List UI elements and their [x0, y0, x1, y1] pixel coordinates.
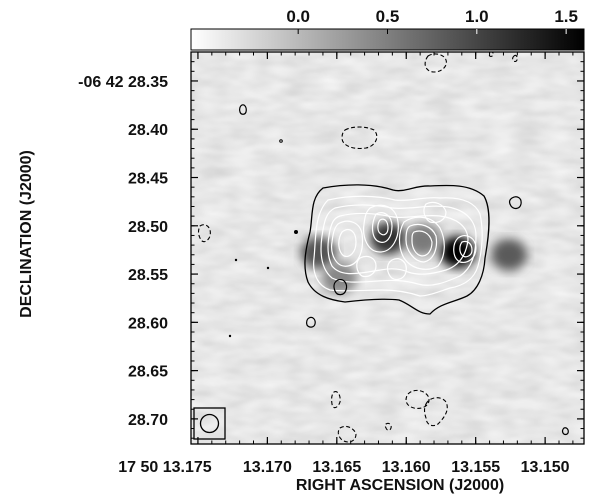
contour-white-3 — [327, 212, 469, 275]
y-tick-label-1: 28.40 — [128, 122, 168, 139]
colorbar-tick-label-2: 1.0 — [465, 7, 489, 26]
contour-small-4 — [333, 279, 348, 296]
contour-white-8 — [377, 218, 389, 236]
contour-negative-3 — [197, 224, 211, 243]
contour-dot-2 — [279, 139, 283, 143]
contour-white-1 — [313, 195, 483, 297]
contour-dot-5 — [228, 334, 232, 338]
colorbar-tick-label-3: 1.5 — [554, 7, 578, 26]
x-axis-label: RIGHT ASCENSION (J2000) — [296, 477, 504, 494]
contour-outer-black — [304, 184, 490, 315]
contour-dot-4 — [266, 266, 270, 270]
contour-small-5 — [561, 427, 569, 436]
y-axis-label: DECLINATION (J2000) — [18, 150, 35, 318]
contour-small-1 — [239, 104, 247, 115]
colorbar-ticks: 0.0 0.5 1.0 1.5 — [286, 7, 578, 34]
contour-negative-2 — [341, 126, 378, 150]
contour-white-11 — [411, 230, 433, 257]
emission-peak-4 — [491, 238, 527, 271]
contour-negative-5 — [337, 425, 357, 443]
contour-small-2 — [509, 196, 522, 210]
x-tick-label-4: 13.155 — [451, 459, 500, 476]
contour-white-7 — [371, 212, 393, 243]
colorbar-tick-label-1: 0.5 — [376, 7, 400, 26]
contour-negative-4 — [331, 391, 341, 409]
colorbar-tick-label-0: 0.0 — [286, 7, 310, 26]
emission-peak-5 — [321, 261, 358, 294]
x-tick-label-5: 13.150 — [521, 459, 570, 476]
contour-white-15 — [356, 255, 377, 278]
emission-peak-3 — [439, 235, 476, 268]
contour-white-10 — [405, 223, 438, 263]
contour-negative-9 — [512, 54, 518, 63]
y-axis: -06 42 28.35 28.40 28.45 28.50 28.55 28.60 28.… — [78, 61, 584, 439]
x-axis: 17 50 13.175 13.170 13.165 13.160 13.155 13.1… — [118, 52, 574, 476]
emission-peak-2 — [370, 222, 407, 255]
beam-indicator — [193, 407, 226, 440]
contour-negative-1 — [424, 53, 447, 73]
beam-ellipse — [199, 413, 220, 434]
contour-white-9 — [398, 216, 445, 270]
contour-white-2 — [320, 204, 477, 286]
contour-lines — [197, 52, 569, 443]
beam-box — [193, 407, 226, 440]
x-tick-label-3: 13.160 — [382, 459, 431, 476]
contour-negative-6 — [405, 389, 430, 409]
plot-frame — [190, 51, 585, 445]
y-tick-label-4: 28.55 — [128, 267, 168, 284]
contour-white-12 — [453, 235, 477, 263]
colorbar: 0.0 0.5 1.0 1.5 — [190, 7, 585, 51]
y-tick-label-5: 28.60 — [128, 315, 168, 332]
y-tick-label-6: 28.65 — [128, 364, 168, 381]
contour-white-16 — [386, 258, 407, 281]
contour-white-4 — [331, 220, 364, 267]
y-tick-label-7: 28.70 — [128, 412, 168, 429]
y-tick-label-3: 28.50 — [128, 219, 168, 236]
y-tick-label-0: -06 42 28.35 — [78, 74, 168, 91]
contour-small-3 — [306, 316, 316, 328]
contour-negative-7 — [423, 397, 448, 427]
y-tick-label-2: 28.45 — [128, 171, 168, 188]
contour-dot-1 — [294, 230, 298, 234]
x-tick-label-1: 13.170 — [243, 459, 292, 476]
contour-dot-3 — [234, 258, 238, 262]
contour-white-5 — [338, 229, 357, 257]
contour-white-6 — [363, 204, 399, 253]
x-tick-label-2: 13.165 — [312, 459, 361, 476]
contour-white-13 — [459, 240, 473, 258]
contour-white-14 — [423, 201, 447, 224]
x-tick-label-0: 17 50 13.175 — [118, 459, 212, 476]
plot-area — [190, 51, 585, 445]
